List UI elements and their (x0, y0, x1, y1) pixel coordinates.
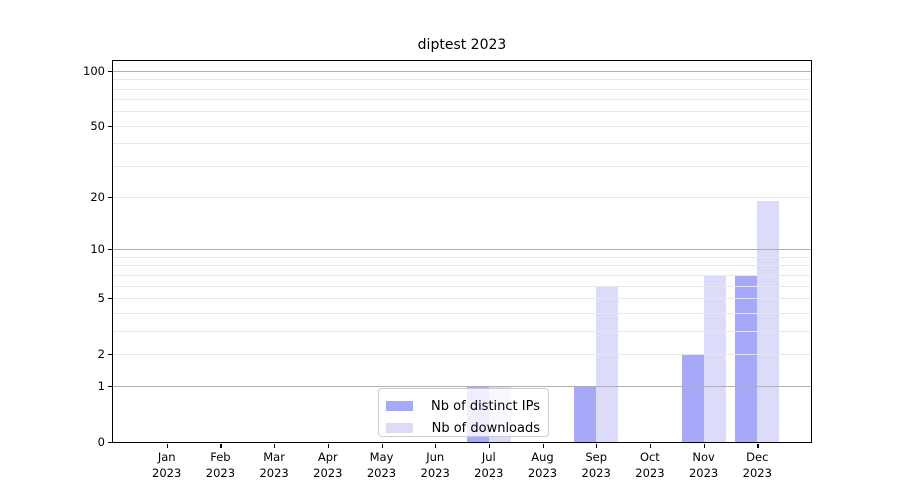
legend-swatch-downloads (386, 423, 413, 433)
bar-nb-of-distinct-ips-sep-2023 (574, 386, 597, 442)
x-tick-label-line: Jul (481, 450, 496, 464)
plot-area: 0 1 2 5 10 20 50 100 Jan 2023 Feb 2023 Mar 2023 Apr 202… (83, 60, 812, 480)
x-tick-label-line: 2023 (205, 466, 236, 481)
x-tick-mark-dec-2023 (757, 444, 759, 448)
x-tick-mark-aug-2023 (542, 444, 544, 448)
x-tick-mark-jan-2023 (166, 444, 168, 448)
x-tick-label-line: May (369, 450, 394, 464)
x-tick-label-line: 2023 (259, 466, 289, 481)
x-tick-label-line: 2023 (688, 466, 719, 481)
legend-label-downloads: Nb of downloads (431, 420, 540, 436)
x-tick-mark-mar-2023 (274, 444, 276, 448)
x-tick-label-line: Jun (426, 450, 445, 464)
x-tick-mark-may-2023 (381, 444, 383, 448)
legend-swatch-distinct-ips (386, 401, 413, 411)
y-tick-mark-100 (108, 70, 112, 72)
legend-item-distinct-ips: Nb of distinct IPs (386, 395, 540, 417)
x-tick-label-line: 2023 (635, 466, 665, 481)
x-tick-label-line: 2023 (527, 466, 558, 481)
chart-title: diptest 2023 (417, 37, 507, 53)
y-tick-label-50: 50 (90, 118, 105, 133)
x-tick-label-line: Nov (692, 450, 715, 464)
x-tick-label-line: 2023 (366, 466, 397, 481)
y-tick-label-2: 2 (97, 346, 105, 361)
y-tick-mark-0 (108, 442, 112, 444)
x-tick-mark-feb-2023 (220, 444, 222, 448)
x-tick-label-aug-2023: Aug 2023 (528, 449, 557, 481)
x-tick-label-line: Sep (585, 450, 608, 464)
x-tick-label-line: Feb (210, 450, 231, 464)
x-tick-mark-sep-2023 (596, 444, 598, 448)
y-tick-label-20: 20 (90, 190, 105, 205)
x-tick-label-line: Oct (639, 450, 660, 464)
x-tick-label-line: 2023 (313, 466, 343, 481)
x-tick-label-oct-2023: Oct 2023 (635, 449, 664, 481)
x-tick-mark-jun-2023 (435, 444, 437, 448)
x-tick-label-line: 2023 (420, 466, 450, 481)
bars-layer (113, 61, 811, 442)
y-tick-mark-10 (108, 249, 112, 251)
x-tick-label-line: 2023 (581, 466, 611, 481)
y-tick-mark-1 (108, 386, 112, 388)
x-tick-label-mar-2023: Mar 2023 (259, 449, 288, 481)
y-tick-label-100: 100 (83, 63, 105, 78)
legend-label-distinct-ips: Nb of distinct IPs (431, 398, 540, 414)
x-tick-label-jan-2023: Jan 2023 (152, 449, 181, 481)
legend: Nb of distinct IPs Nb of downloads (378, 388, 549, 437)
x-tick-label-jul-2023: Jul 2023 (474, 449, 503, 481)
x-tick-label-line: Mar (263, 450, 285, 464)
legend-item-downloads: Nb of downloads (386, 417, 540, 439)
bar-nb-of-downloads-dec-2023 (757, 201, 780, 442)
x-tick-label-apr-2023: Apr 2023 (313, 449, 342, 481)
y-tick-label-10: 10 (90, 242, 105, 257)
y-tick-mark-50 (108, 125, 112, 127)
bar-nb-of-downloads-sep-2023 (596, 285, 619, 442)
x-tick-label-jun-2023: Jun 2023 (421, 449, 450, 481)
x-tick-label-dec-2023: Dec 2023 (743, 449, 772, 481)
x-tick-label-sep-2023: Sep 2023 (582, 449, 611, 481)
x-tick-label-line: Apr (317, 450, 338, 464)
y-tick-label-1: 1 (97, 379, 105, 394)
x-tick-label-feb-2023: Feb 2023 (206, 449, 235, 481)
x-tick-label-line: Aug (531, 450, 554, 464)
y-tick-mark-5 (108, 297, 112, 300)
bar-nb-of-downloads-nov-2023 (703, 274, 726, 442)
x-tick-mark-nov-2023 (703, 444, 705, 448)
x-tick-label-may-2023: May 2023 (367, 449, 396, 481)
x-tick-mark-jul-2023 (488, 444, 491, 448)
bar-nb-of-distinct-ips-dec-2023 (735, 274, 758, 442)
y-tick-label-5: 5 (97, 290, 105, 305)
x-tick-label-line: 2023 (152, 466, 182, 481)
x-tick-label-line: 2023 (474, 466, 504, 481)
x-tick-label-line: Dec (746, 450, 769, 464)
x-tick-label-line: 2023 (742, 466, 772, 481)
x-tick-mark-oct-2023 (649, 444, 652, 448)
x-tick-label-line: Jan (157, 450, 176, 464)
x-tick-mark-apr-2023 (327, 444, 330, 448)
y-tick-mark-2 (108, 353, 112, 355)
y-tick-mark-20 (108, 197, 112, 199)
bar-nb-of-distinct-ips-nov-2023 (681, 353, 704, 442)
y-tick-label-0: 0 (97, 435, 105, 449)
x-tick-label-nov-2023: Nov 2023 (689, 449, 718, 481)
